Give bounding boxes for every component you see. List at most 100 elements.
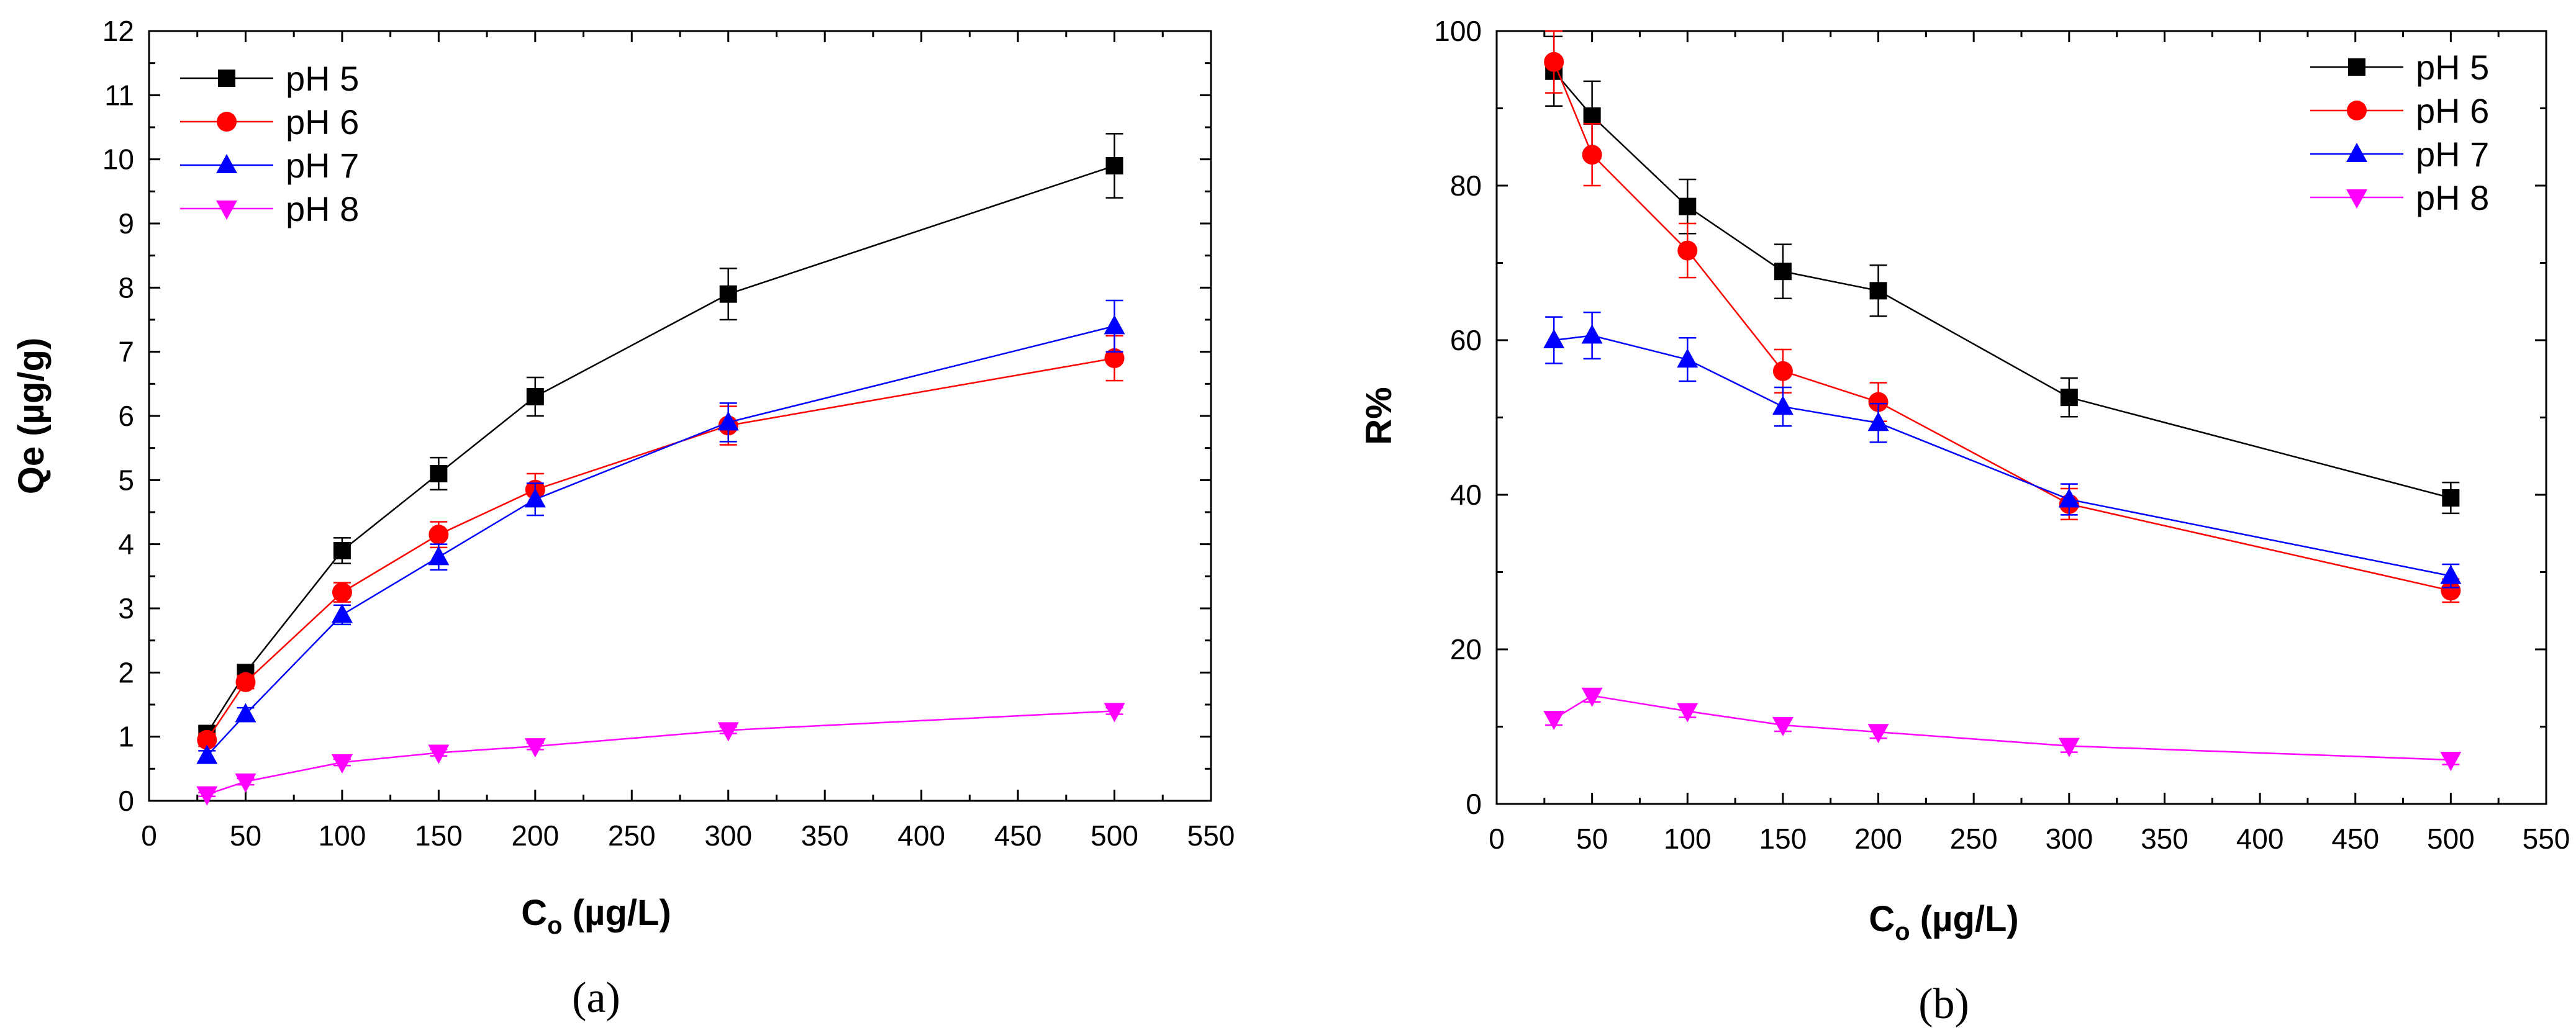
panel-a: 0 50 100 150 200 250 300 350 400 450 500 5500123456…	[102, 15, 1235, 852]
panel-b-series-ph6-point	[1582, 145, 1602, 165]
panel-a-series-ph8-point	[196, 786, 218, 806]
panel-b-x-tick-label: 200	[1854, 823, 1902, 855]
panel-a-legend-ph6-marker	[217, 112, 237, 132]
panel-b-y-tick-label: 80	[1450, 169, 1482, 202]
panel-a-x-tick-label: 200	[511, 819, 559, 852]
panel-a-y-tick-label: 5	[118, 464, 134, 496]
panel-a-series-ph5-point	[430, 465, 448, 482]
panel-b-x-tick-label: 450	[2331, 823, 2379, 855]
panel-b-x-tick-label: 350	[2141, 823, 2188, 855]
panel-b-legend-ph8-label: pH 8	[2416, 178, 2489, 217]
panel-b-y-tick-label: 0	[1466, 788, 1482, 820]
panel-a-series-ph6-point	[197, 729, 217, 750]
panel-b-series-ph6-point	[1772, 361, 1793, 381]
panel-a-y-tick-label: 12	[102, 15, 134, 47]
panel-a-y-tick-label: 9	[118, 207, 134, 240]
panel-b-series-ph7-point	[1543, 329, 1565, 348]
panel-b-series-ph5-line	[1553, 70, 2451, 499]
panel-b-y-tick-label: 100	[1434, 15, 1482, 47]
panel-a-y-tick-label: 3	[118, 592, 134, 625]
panel-a-y-tick-label: 4	[118, 528, 134, 561]
panel-a-y-axis-title: Qe (µg/g)	[11, 338, 52, 495]
panel-a-series-ph6-point	[429, 525, 449, 545]
panel-b-x-tick-label: 100	[1664, 823, 1712, 855]
panel-a-y-tick-label: 10	[102, 143, 134, 176]
panel-b-series-ph8-point	[1581, 687, 1603, 707]
panel-b-series-ph6-point	[1544, 52, 1564, 72]
panel-a-series-ph7-point	[196, 744, 218, 764]
panel-a-series-ph5-point	[526, 388, 544, 405]
panel-b-series-ph7-point	[1581, 324, 1603, 344]
panel-b-caption: (b)	[1918, 980, 1969, 1028]
panel-a-series-ph7-line	[206, 325, 1115, 757]
panel-b-y-tick-label: 40	[1450, 479, 1482, 511]
panel-b-legend-ph5-label: pH 5	[2416, 48, 2489, 87]
panel-b-series-ph7-point	[1867, 412, 1889, 431]
panel-a-series-ph6-point	[332, 582, 352, 603]
panel-b-series-ph6-line	[1553, 61, 2451, 592]
panel-b-series-ph8-point	[1772, 717, 1794, 737]
panel-b-y-axis-title: R%	[1359, 387, 1399, 444]
panel-a-series-ph6-point	[1104, 348, 1125, 368]
panel-a-series-ph8-point	[331, 754, 353, 774]
panel-b-legend-ph7-label: pH 7	[2416, 135, 2489, 174]
panel-a-y-tick-label: 8	[118, 271, 134, 304]
panel-b-x-tick-label: 300	[2045, 823, 2093, 855]
panel-b-y-tick-label: 20	[1450, 633, 1482, 665]
panel-b-series-ph5-point	[1774, 263, 1792, 281]
panel-a-series-ph5-point	[333, 542, 351, 559]
panel-a-x-tick-label: 250	[608, 819, 656, 852]
panel-a-caption: (a)	[572, 974, 620, 1022]
panel-b-series-ph8-point	[2440, 752, 2462, 772]
panel-b-series-ph5-point	[2060, 389, 2078, 407]
panel-a-x-tick-label: 350	[801, 819, 849, 852]
panel-a-series-ph8-point	[1104, 703, 1125, 723]
panel-a-legend-ph5-label: pH 5	[286, 59, 359, 98]
panel-b-series-ph6-point	[1868, 392, 1889, 412]
panel-b-legend-ph5-marker	[2348, 58, 2365, 76]
panel-b-x-tick-label: 550	[2523, 823, 2570, 855]
panel-b-x-tick-label: 400	[2236, 823, 2284, 855]
panel-a-y-tick-label: 0	[118, 785, 134, 817]
panel-b-series-ph7-point	[1772, 395, 1794, 415]
panel-b-series-ph5-point	[1583, 107, 1601, 125]
panel-a-x-tick-label: 550	[1187, 819, 1235, 852]
panel-a-x-tick-label: 150	[415, 819, 463, 852]
panel-a-x-tick-label: 0	[141, 819, 157, 852]
panel-a-series-ph7-point	[235, 703, 256, 723]
panel-a-x-tick-label: 500	[1091, 819, 1138, 852]
panel-b-x-tick-label: 50	[1576, 823, 1608, 855]
panel-a-y-tick-label: 1	[118, 721, 134, 753]
panel-a-legend-ph7-label: pH 7	[286, 146, 359, 185]
panel-a-x-tick-label: 400	[897, 819, 945, 852]
panel-b-series-ph7-point	[2440, 564, 2462, 584]
panel-b-series-ph7-point	[1677, 348, 1698, 368]
panel-a-series-ph8-line	[206, 710, 1115, 795]
panel-b-plot-frame	[1495, 30, 2547, 805]
panel-b-legend-ph6-marker	[2347, 101, 2367, 120]
panel-a-legend-ph8-marker	[216, 201, 237, 220]
panel-b-legend-ph7-marker	[2346, 143, 2367, 162]
panel-a-legend-ph7-marker	[216, 154, 237, 173]
panel-a-x-tick-label: 300	[704, 819, 752, 852]
panel-a-legend-ph5-marker	[218, 70, 235, 87]
panel-b-x-tick-label: 150	[1759, 823, 1807, 855]
panel-b-series-ph6-point	[1677, 240, 1698, 261]
panel-a-series-ph8-point	[235, 774, 256, 793]
panel-a-series-ph7-point	[331, 603, 353, 623]
panel-b-series-ph7-point	[2058, 488, 2080, 508]
panel-a-y-tick-label: 6	[118, 400, 134, 432]
panel-a-series-ph5-point	[1105, 157, 1123, 174]
panel-b-series-ph8-point	[1543, 711, 1565, 731]
panel-a-x-axis-title: Co (µg/L)	[521, 893, 671, 939]
panel-b-series-ph5-point	[1869, 282, 1887, 300]
panel-b-series-ph5-point	[2442, 489, 2460, 507]
panel-a-legend-ph6-label: pH 6	[286, 102, 359, 142]
panel-b-series-ph8-point	[1677, 703, 1698, 723]
panel-b: 0 50 100 150 200 250 300 350 400 450 500 550 0 20 40 60…	[1434, 15, 2570, 855]
panel-b-x-tick-label: 500	[2427, 823, 2475, 855]
panel-a-series-ph8-point	[428, 744, 450, 764]
panel-b-series-ph8-point	[1867, 724, 1889, 744]
panel-a-series-ph7-point	[428, 546, 450, 566]
panel-b-series-ph5-point	[1679, 197, 1697, 215]
